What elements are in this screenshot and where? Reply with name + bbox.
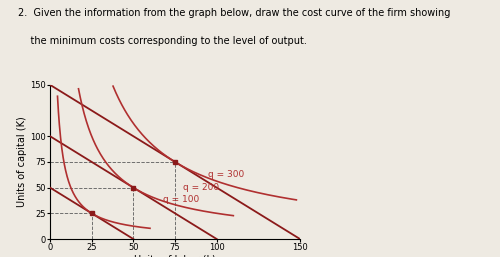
Text: q = 200: q = 200 xyxy=(184,183,220,192)
Y-axis label: Units of capital (K): Units of capital (K) xyxy=(18,116,28,207)
Text: q = 100: q = 100 xyxy=(164,195,200,205)
Text: the minimum costs corresponding to the level of output.: the minimum costs corresponding to the l… xyxy=(18,36,306,46)
Text: q = 300: q = 300 xyxy=(208,170,244,179)
X-axis label: Units of labor (L): Units of labor (L) xyxy=(134,255,216,257)
Text: 2.  Given the information from the graph below, draw the cost curve of the firm : 2. Given the information from the graph … xyxy=(18,8,450,18)
